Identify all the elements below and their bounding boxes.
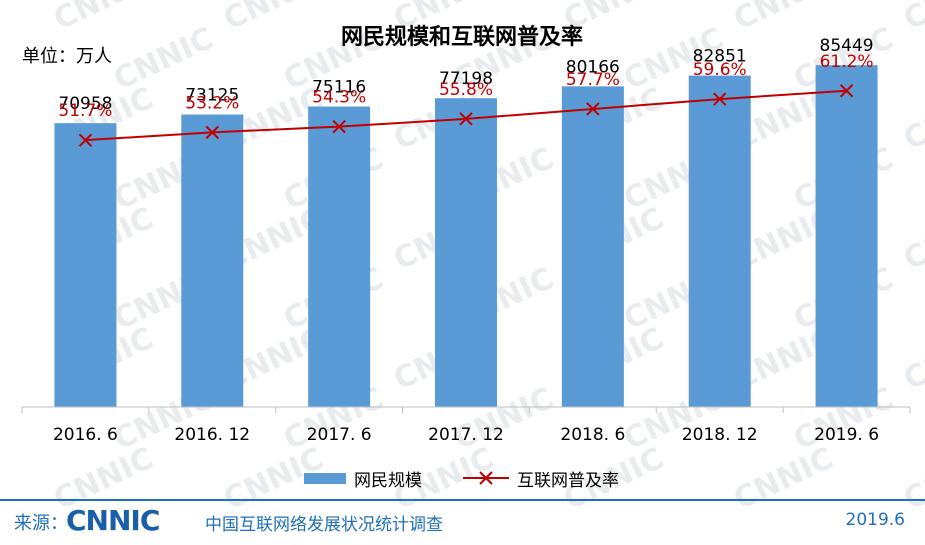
footer: 来源： CNNIC 中国互联网络发展状况统计调查 2019.6 <box>0 505 925 539</box>
bar-value-labels: 70958 73125 75116 77198 80166 82851 85449 <box>58 36 873 114</box>
bar <box>815 65 878 407</box>
watermark-text: CNNIC <box>49 0 159 37</box>
rate-value-label: 57.7% <box>566 70 620 90</box>
legend: 网民规模 互联网普及率 <box>304 471 619 491</box>
rate-marker <box>332 119 346 134</box>
rate-value-label: 54.3% <box>312 88 366 108</box>
bar-value-label: 80166 <box>566 57 620 77</box>
watermark-text: CNNIC <box>899 81 925 157</box>
penetration-rate-markers <box>78 84 854 147</box>
report-date: 2019.6 <box>845 510 905 530</box>
bar <box>435 98 497 407</box>
rate-marker <box>713 92 727 106</box>
bar <box>308 106 371 407</box>
rate-marker <box>205 125 219 140</box>
rate-marker <box>459 112 473 126</box>
x-tick-label: 2017. 6 <box>307 425 372 445</box>
footer-divider <box>0 499 925 501</box>
bar-value-label: 82851 <box>693 47 747 67</box>
rate-value-label: 59.6% <box>693 60 747 80</box>
legend-bar-label: 网民规模 <box>354 471 422 491</box>
cnnic-logo: CNNIC <box>66 504 160 537</box>
rate-value-label: 55.8% <box>439 80 493 100</box>
x-axis-ticks <box>21 407 911 413</box>
rate-value-label: 53.2% <box>185 93 239 113</box>
rate-value-label: 61.2% <box>820 52 874 72</box>
rate-marker <box>839 84 854 98</box>
report-name: 中国互联网络发展状况统计调查 <box>205 515 443 535</box>
rate-value-label: 51.7% <box>58 101 112 121</box>
legend-line-label: 互联网普及率 <box>517 471 619 491</box>
rate-marker <box>586 102 600 116</box>
bar-value-label: 73125 <box>185 86 239 106</box>
bar-value-label: 75116 <box>312 78 366 98</box>
bar-series <box>54 65 878 407</box>
watermark-text: CNNIC <box>219 0 329 37</box>
legend-bar-swatch <box>304 473 346 484</box>
watermark-text: CNNIC <box>899 321 925 397</box>
bar-value-label: 77198 <box>439 69 493 89</box>
bar <box>688 75 751 407</box>
rate-marker <box>78 133 93 147</box>
x-axis-tick-labels: 2016. 6 2016. 12 2017. 6 2017. 12 2018. 6 201… <box>53 425 879 445</box>
bar <box>181 114 244 407</box>
watermark-text: CNNIC <box>899 0 925 37</box>
x-tick-label: 2018. 12 <box>682 425 758 445</box>
bar-value-label: 70958 <box>58 94 112 114</box>
x-tick-label: 2018. 6 <box>560 425 625 445</box>
x-tick-label: 2017. 12 <box>428 425 504 445</box>
bar <box>54 123 117 407</box>
unit-label: 单位：万人 <box>22 46 112 67</box>
source-label: 来源： <box>14 513 68 534</box>
x-tick-label: 2016. 6 <box>53 425 118 445</box>
bar <box>561 86 624 407</box>
x-tick-label: 2016. 12 <box>174 425 250 445</box>
x-tick-label: 2019. 6 <box>814 425 879 445</box>
watermark-text: CNNIC <box>899 201 925 277</box>
chart-title: 网民规模和互联网普及率 <box>341 24 583 50</box>
bar-value-label: 85449 <box>820 36 874 56</box>
watermark-text: CNNIC <box>729 0 839 37</box>
legend-line-marker <box>479 471 493 485</box>
penetration-rate-labels: 51.7% 53.2% 54.3% 55.8% 57.7% 59.6% 61.2% <box>58 52 873 121</box>
